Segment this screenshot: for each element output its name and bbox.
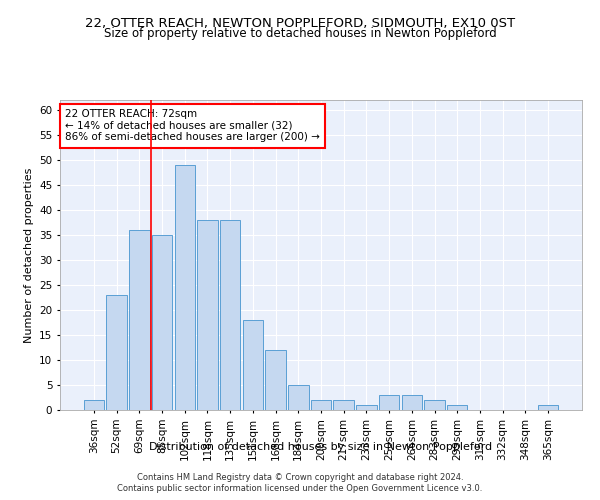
Bar [220, 220, 241, 410]
Bar [106, 295, 127, 410]
Bar [152, 235, 172, 410]
Text: Contains HM Land Registry data © Crown copyright and database right 2024.: Contains HM Land Registry data © Crown c… [137, 472, 463, 482]
Bar [175, 165, 195, 410]
Bar [424, 400, 445, 410]
Bar [538, 405, 558, 410]
Bar [84, 400, 104, 410]
Text: 22, OTTER REACH, NEWTON POPPLEFORD, SIDMOUTH, EX10 0ST: 22, OTTER REACH, NEWTON POPPLEFORD, SIDM… [85, 18, 515, 30]
Bar [447, 405, 467, 410]
Bar [356, 405, 377, 410]
Bar [129, 230, 149, 410]
Bar [379, 395, 400, 410]
Bar [401, 395, 422, 410]
Text: 22 OTTER REACH: 72sqm
← 14% of detached houses are smaller (32)
86% of semi-deta: 22 OTTER REACH: 72sqm ← 14% of detached … [65, 110, 320, 142]
Bar [311, 400, 331, 410]
Text: Contains public sector information licensed under the Open Government Licence v3: Contains public sector information licen… [118, 484, 482, 493]
Bar [334, 400, 354, 410]
Bar [265, 350, 286, 410]
Bar [242, 320, 263, 410]
Bar [288, 385, 308, 410]
Y-axis label: Number of detached properties: Number of detached properties [23, 168, 34, 342]
Text: Size of property relative to detached houses in Newton Poppleford: Size of property relative to detached ho… [104, 28, 496, 40]
Text: Distribution of detached houses by size in Newton Poppleford: Distribution of detached houses by size … [149, 442, 493, 452]
Bar [197, 220, 218, 410]
